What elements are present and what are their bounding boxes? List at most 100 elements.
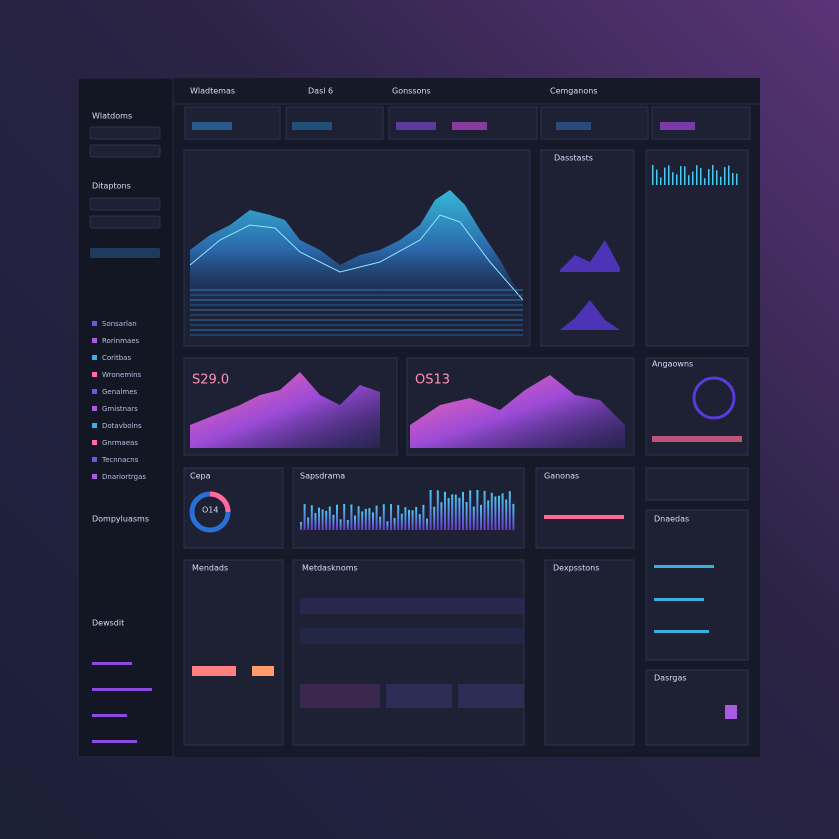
bar bbox=[436, 490, 439, 530]
item-icon bbox=[92, 321, 97, 326]
bar bbox=[494, 496, 497, 530]
bar bbox=[328, 506, 331, 530]
sidebar-item[interactable]: Rorinmaes bbox=[102, 337, 140, 345]
sidebar-item[interactable]: Dotavbolns bbox=[102, 422, 142, 430]
bar bbox=[454, 494, 457, 530]
bar bbox=[480, 504, 482, 530]
bar bbox=[332, 514, 335, 530]
spike bbox=[692, 171, 694, 185]
card-title: Dexpsstons bbox=[553, 564, 599, 573]
bar bbox=[357, 506, 360, 530]
sidebar-item[interactable]: Gmistnars bbox=[102, 405, 138, 413]
progress bbox=[544, 515, 624, 519]
bar bbox=[458, 497, 461, 530]
spike bbox=[688, 175, 690, 185]
sidebar-progress bbox=[92, 662, 152, 743]
sidebar-input[interactable] bbox=[89, 126, 161, 140]
tab[interactable]: Dasl 6 bbox=[308, 87, 333, 96]
bar bbox=[364, 508, 367, 530]
bar bbox=[490, 492, 493, 530]
button[interactable] bbox=[252, 666, 274, 676]
bar bbox=[501, 493, 504, 530]
gauge-card bbox=[183, 467, 284, 549]
card-title: Dasrgas bbox=[654, 674, 687, 683]
spike bbox=[656, 169, 658, 185]
spike bbox=[668, 165, 670, 185]
bar bbox=[444, 491, 446, 530]
card-title: Angaowns bbox=[652, 360, 693, 369]
ring bbox=[692, 376, 736, 420]
bar bbox=[465, 502, 468, 530]
spike bbox=[704, 178, 706, 185]
sidebar-item[interactable]: Wronemins bbox=[102, 371, 142, 379]
sidebar-input[interactable] bbox=[89, 215, 161, 229]
sidebar-group: Dompyluasms bbox=[92, 515, 149, 524]
spike bbox=[728, 165, 730, 185]
bar bbox=[336, 504, 338, 530]
card-title: Ganonas bbox=[544, 472, 579, 481]
tab[interactable]: Gonssons bbox=[392, 87, 431, 96]
sidebar-title: Wlatdoms bbox=[92, 112, 132, 121]
sidebar-item[interactable]: Gnrmaeas bbox=[102, 439, 138, 447]
table-card bbox=[292, 559, 525, 746]
bar bbox=[361, 511, 364, 530]
bar bbox=[343, 504, 346, 530]
bar bbox=[372, 512, 374, 530]
sidebar-item[interactable]: Genalmes bbox=[102, 388, 138, 396]
spike bbox=[676, 174, 678, 185]
small-card bbox=[535, 467, 635, 549]
item-icon bbox=[92, 440, 97, 445]
item-icon bbox=[92, 338, 97, 343]
spike bbox=[664, 167, 666, 185]
bar bbox=[508, 491, 511, 530]
item-icon bbox=[92, 372, 97, 377]
item-icon bbox=[92, 423, 97, 428]
bar bbox=[447, 498, 450, 530]
sidebar-item[interactable]: Dnariortrgas bbox=[102, 473, 146, 481]
item-icon bbox=[92, 406, 97, 411]
bar bbox=[321, 509, 324, 530]
spike bbox=[708, 169, 710, 185]
bar bbox=[440, 502, 443, 530]
bar bbox=[422, 504, 425, 530]
list-card bbox=[183, 559, 284, 746]
bar bbox=[354, 515, 356, 530]
bar bbox=[346, 520, 349, 530]
bar bbox=[339, 519, 342, 530]
bar bbox=[462, 491, 464, 530]
sidebar-toggle[interactable] bbox=[90, 248, 160, 258]
button[interactable] bbox=[192, 666, 236, 676]
tab[interactable]: Cemganons bbox=[550, 87, 597, 96]
card-title: Cepa bbox=[190, 472, 211, 481]
sidebar-input[interactable] bbox=[89, 144, 161, 158]
bar bbox=[483, 490, 486, 530]
area-chart bbox=[190, 372, 380, 448]
side-list-card bbox=[645, 509, 749, 661]
sidebar-item[interactable]: Sonsarlan bbox=[102, 320, 137, 328]
spike bbox=[660, 177, 662, 185]
item-icon bbox=[92, 457, 97, 462]
spike bbox=[736, 173, 738, 185]
icon bbox=[725, 705, 737, 719]
bar bbox=[418, 514, 421, 530]
bar bbox=[382, 504, 385, 530]
sidebar-item[interactable]: Tecnnacns bbox=[101, 456, 139, 464]
bar bbox=[390, 504, 392, 530]
bar bbox=[307, 517, 310, 530]
spike bbox=[684, 166, 686, 185]
spike bbox=[672, 172, 674, 185]
card-title: Sapsdrama bbox=[300, 472, 345, 481]
tab[interactable]: Wladtemas bbox=[190, 87, 235, 96]
gauge-arc bbox=[209, 491, 231, 513]
spike bbox=[732, 172, 734, 185]
sidebar-item[interactable]: Coritbas bbox=[102, 354, 131, 362]
spike bbox=[712, 165, 714, 185]
bar bbox=[368, 508, 371, 530]
bar bbox=[426, 518, 428, 530]
item-icon bbox=[92, 389, 97, 394]
sidebar-input[interactable] bbox=[89, 197, 161, 211]
bar bbox=[433, 506, 436, 530]
bar bbox=[404, 507, 407, 530]
stat-value: S29.0 bbox=[192, 373, 229, 388]
main-chart bbox=[189, 190, 524, 310]
